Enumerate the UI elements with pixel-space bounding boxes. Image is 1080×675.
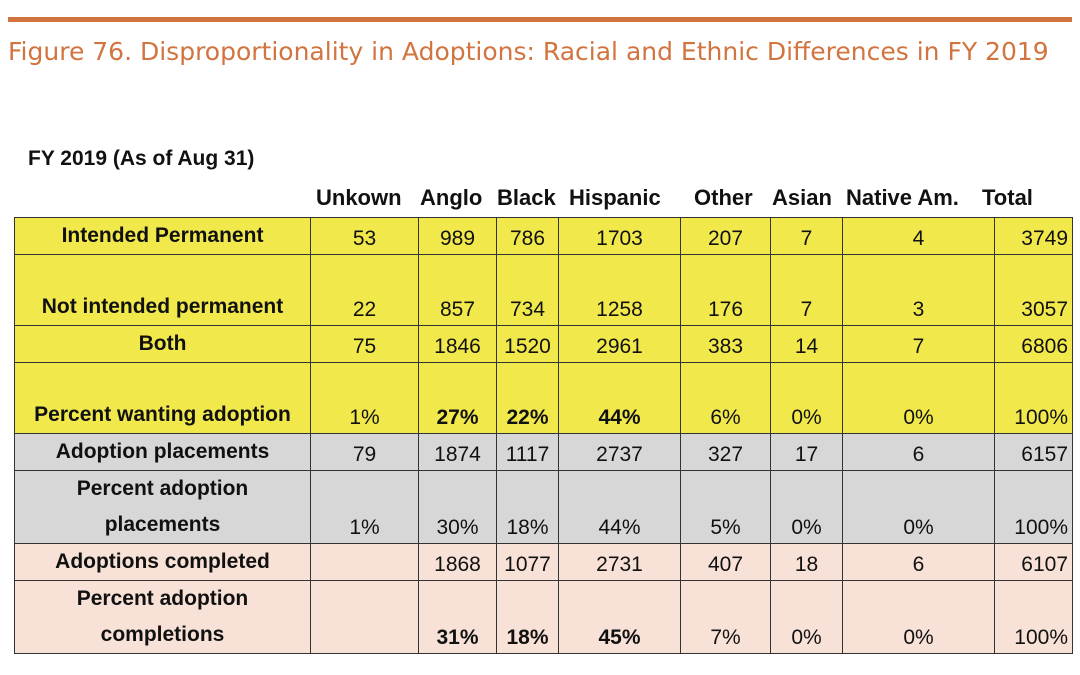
cell-hispanic: 1258: [558, 254, 681, 326]
table-row: Both 75 1846 1520 2961 383 14 7 6806: [14, 325, 1073, 363]
cell-unknown: 53: [310, 217, 419, 255]
row-label: Percent adoption completions: [14, 580, 311, 654]
cell-native-am: 0%: [842, 580, 995, 654]
cell-native-am: 4: [842, 217, 995, 255]
cell-black: 1117: [496, 433, 559, 471]
cell-black: 1520: [496, 325, 559, 363]
cell-unknown: [310, 580, 419, 654]
cell-hispanic: 45%: [558, 580, 681, 654]
cell-black: 18%: [496, 470, 559, 544]
cell-total: 100%: [994, 470, 1073, 544]
table-row: Percent wanting adoption 1% 27% 22% 44% …: [14, 362, 1073, 434]
cell-asian: 17: [770, 433, 843, 471]
cell-native-am: 6: [842, 433, 995, 471]
cell-total: 100%: [994, 580, 1073, 654]
cell-asian: 0%: [770, 362, 843, 434]
cell-native-am: 0%: [842, 362, 995, 434]
col-head-asian: Asian: [772, 185, 832, 210]
cell-native-am: 7: [842, 325, 995, 363]
cell-total: 6806: [994, 325, 1073, 363]
cell-other: 6%: [680, 362, 771, 434]
cell-total: 3057: [994, 254, 1073, 326]
cell-anglo: 1846: [418, 325, 497, 363]
col-head-anglo: Anglo: [420, 185, 483, 210]
cell-other: 327: [680, 433, 771, 471]
cell-native-am: 3: [842, 254, 995, 326]
cell-other: 383: [680, 325, 771, 363]
cell-unknown: 1%: [310, 362, 419, 434]
cell-other: 207: [680, 217, 771, 255]
cell-asian: 14: [770, 325, 843, 363]
cell-unknown: 79: [310, 433, 419, 471]
cell-unknown: 1%: [310, 470, 419, 544]
cell-anglo: 27%: [418, 362, 497, 434]
cell-black: 734: [496, 254, 559, 326]
cell-other: 7%: [680, 580, 771, 654]
cell-total: 100%: [994, 362, 1073, 434]
cell-other: 407: [680, 543, 771, 581]
cell-anglo: 1868: [418, 543, 497, 581]
table-row: Percent adoption completions 31% 18% 45%…: [14, 580, 1073, 654]
cell-black: 18%: [496, 580, 559, 654]
column-headers: Unkown Anglo Black Hispanic Other Asian …: [0, 185, 1080, 213]
cell-unknown: 75: [310, 325, 419, 363]
table-row: Not intended permanent 22 857 734 1258 1…: [14, 254, 1073, 326]
col-head-unknown: Unkown: [316, 185, 402, 210]
row-label: Percent adoption placements: [14, 470, 311, 544]
cell-black: 1077: [496, 543, 559, 581]
table-row: Adoption placements 79 1874 1117 2737 32…: [14, 433, 1073, 471]
row-label: Adoptions completed: [14, 543, 311, 581]
cell-anglo: 1874: [418, 433, 497, 471]
table-row: Adoptions completed 1868 1077 2731 407 1…: [14, 543, 1073, 581]
row-label: Adoption placements: [14, 433, 311, 471]
table-row: Intended Permanent 53 989 786 1703 207 7…: [14, 217, 1073, 255]
cell-anglo: 989: [418, 217, 497, 255]
top-rule: [8, 17, 1072, 22]
table-row: Percent adoption placements 1% 30% 18% 4…: [14, 470, 1073, 544]
col-head-total: Total: [982, 185, 1033, 210]
cell-total: 6107: [994, 543, 1073, 581]
cell-other: 176: [680, 254, 771, 326]
cell-anglo: 30%: [418, 470, 497, 544]
cell-black: 786: [496, 217, 559, 255]
row-label: Percent wanting adoption: [14, 362, 311, 434]
cell-hispanic: 2961: [558, 325, 681, 363]
col-head-other: Other: [694, 185, 753, 210]
cell-asian: 7: [770, 217, 843, 255]
row-label: Both: [14, 325, 311, 363]
cell-hispanic: 44%: [558, 470, 681, 544]
col-head-native-am: Native Am.: [846, 185, 959, 210]
col-head-hispanic: Hispanic: [569, 185, 661, 210]
cell-black: 22%: [496, 362, 559, 434]
cell-native-am: 6: [842, 543, 995, 581]
cell-hispanic: 2737: [558, 433, 681, 471]
cell-other: 5%: [680, 470, 771, 544]
col-head-black: Black: [497, 185, 556, 210]
cell-unknown: 22: [310, 254, 419, 326]
figure-title: Figure 76. Disproportionality in Adoptio…: [8, 37, 1049, 66]
cell-anglo: 857: [418, 254, 497, 326]
cell-asian: 0%: [770, 580, 843, 654]
cell-unknown: [310, 543, 419, 581]
data-table: Intended Permanent 53 989 786 1703 207 7…: [14, 217, 1073, 654]
cell-anglo: 31%: [418, 580, 497, 654]
cell-asian: 18: [770, 543, 843, 581]
cell-total: 3749: [994, 217, 1073, 255]
cell-total: 6157: [994, 433, 1073, 471]
cell-hispanic: 1703: [558, 217, 681, 255]
cell-asian: 7: [770, 254, 843, 326]
cell-native-am: 0%: [842, 470, 995, 544]
fy-label: FY 2019 (As of Aug 31): [28, 147, 255, 170]
row-label: Intended Permanent: [14, 217, 311, 255]
cell-hispanic: 44%: [558, 362, 681, 434]
cell-hispanic: 2731: [558, 543, 681, 581]
row-label: Not intended permanent: [14, 254, 311, 326]
cell-asian: 0%: [770, 470, 843, 544]
